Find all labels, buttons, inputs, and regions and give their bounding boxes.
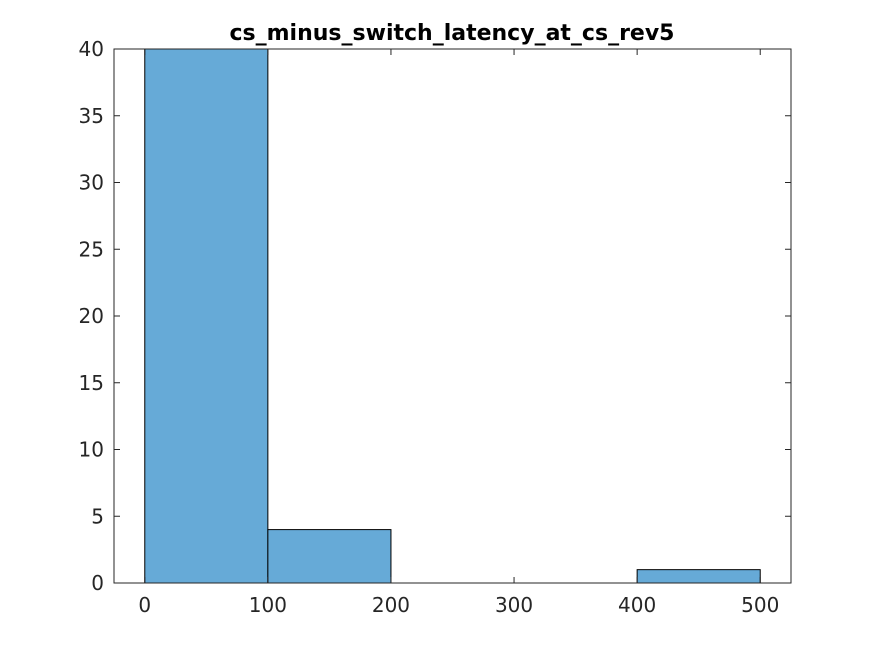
bars-group — [144, 48, 761, 584]
x-tick-label: 0 — [138, 593, 151, 617]
y-tick-label: 15 — [79, 371, 104, 395]
histogram-bar — [636, 569, 761, 584]
y-tick-label: 20 — [79, 304, 104, 328]
y-tick-label: 35 — [79, 104, 104, 128]
y-tick-label: 30 — [79, 171, 104, 195]
y-tick-label: 25 — [79, 237, 104, 261]
y-tick-label: 40 — [79, 37, 104, 61]
x-tick-label: 400 — [618, 593, 656, 617]
y-tick-label: 0 — [91, 571, 104, 595]
x-tick-label: 300 — [495, 593, 533, 617]
ticks-group: 0 100 200 300 400 500 0 5 10 15 20 25 30 35 40 — [79, 37, 791, 617]
histogram-bar — [267, 529, 392, 584]
y-tick-label: 5 — [91, 504, 104, 528]
x-tick-label: 100 — [249, 593, 287, 617]
x-tick-label: 500 — [741, 593, 779, 617]
x-tick-label: 200 — [372, 593, 410, 617]
chart-title: cs_minus_switch_latency_at_cs_rev5 — [230, 21, 675, 46]
histogram-bar — [144, 48, 269, 584]
y-tick-label: 10 — [79, 438, 104, 462]
